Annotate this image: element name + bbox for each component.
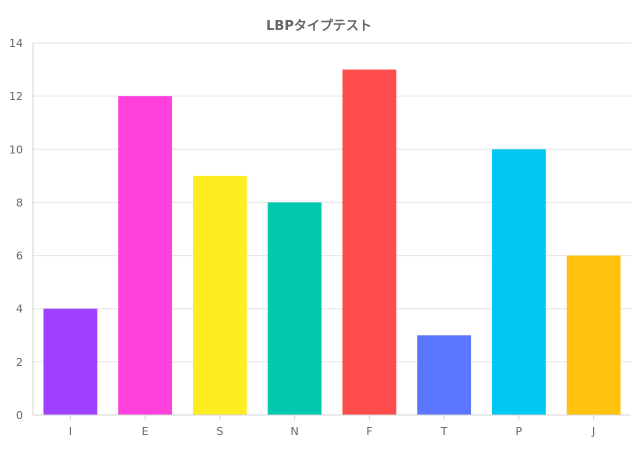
chart-title: LBPタイプテスト [266,19,372,34]
y-tick-label: 10 [9,143,23,156]
x-tick-label: T [440,425,448,438]
x-tick-label: S [216,425,223,438]
y-tick-label: 4 [16,303,23,316]
bar-J [566,255,621,415]
bar-N [267,202,322,415]
x-tick-label: I [69,425,72,438]
bar-E [118,96,173,416]
y-tick-label: 8 [16,196,23,209]
bar-T [417,335,472,415]
x-tick-label: E [142,425,149,438]
bars [43,69,621,416]
y-tick-label: 14 [9,37,23,50]
y-tick-label: 12 [9,90,23,103]
bar-I [43,308,98,415]
y-tick-label: 0 [16,409,23,422]
bar-P [491,149,546,416]
y-tick-label: 6 [16,250,23,263]
x-tick-label: F [366,425,372,438]
bar-F [342,69,397,416]
bar-S [192,175,247,415]
x-tick-label: N [291,425,299,438]
x-tick-label: P [516,425,523,438]
x-tick-label: J [591,425,595,438]
y-axis-ticks: 0 2 4 6 8 10 12 14 [9,37,23,422]
y-tick-label: 2 [16,356,23,369]
